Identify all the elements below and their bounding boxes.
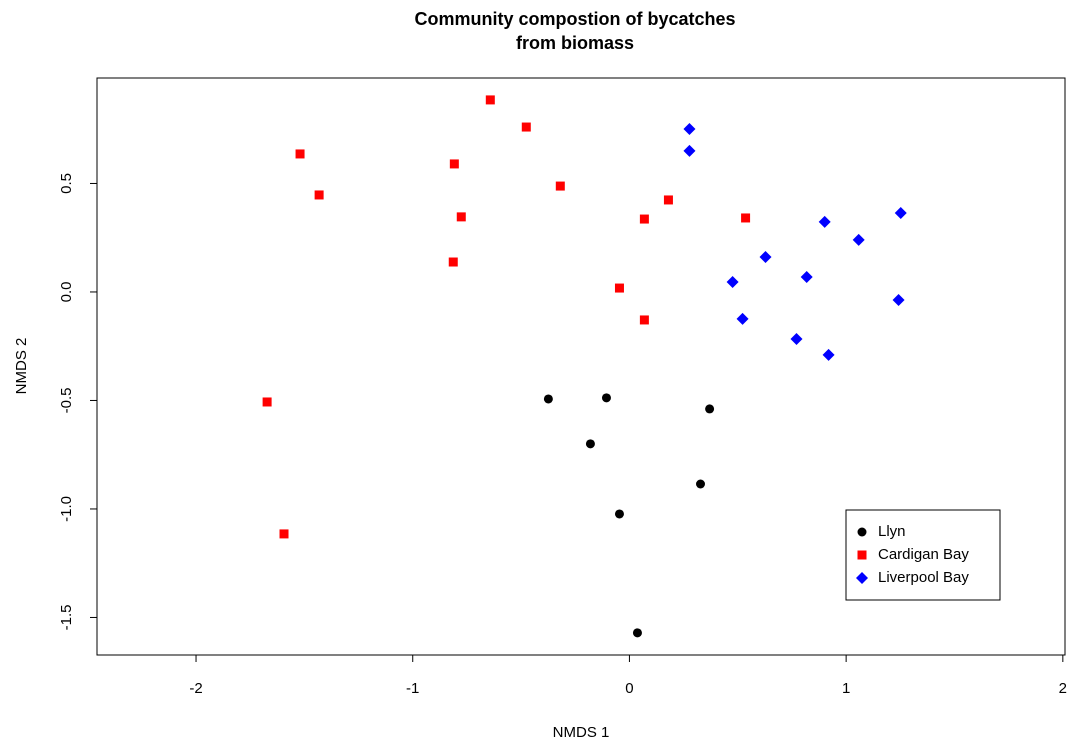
- point: [585, 439, 595, 449]
- legend-frame: [845, 509, 1001, 601]
- chart-title: from biomass: [516, 33, 634, 53]
- point: [448, 257, 458, 267]
- point: [543, 394, 553, 404]
- point: [663, 195, 673, 205]
- point: [632, 628, 642, 638]
- legend-symbol: [857, 527, 867, 537]
- legend-label: Llyn: [878, 523, 906, 540]
- point: [521, 122, 531, 132]
- point: [736, 312, 749, 325]
- y-tick-label: -1.5: [58, 605, 75, 631]
- legend-symbol: [857, 550, 867, 560]
- x-tick-label: 2: [1059, 680, 1067, 697]
- point: [741, 213, 751, 223]
- point: [759, 251, 772, 264]
- point: [800, 270, 813, 283]
- legend-label: Cardigan Bay: [878, 546, 969, 563]
- point: [726, 275, 739, 288]
- point: [262, 397, 272, 407]
- y-axis-label: NMDS 2: [13, 338, 30, 395]
- point: [818, 215, 831, 228]
- legend-label: Liverpool Bay: [878, 569, 969, 586]
- point: [705, 404, 715, 414]
- y-tick-label: 0.5: [58, 173, 75, 194]
- legend-symbol: [856, 572, 868, 584]
- point: [614, 283, 624, 293]
- y-tick-label: -0.5: [58, 388, 75, 414]
- point: [822, 348, 835, 361]
- x-tick-label: 0: [625, 680, 633, 697]
- point: [601, 393, 611, 403]
- point: [449, 159, 459, 169]
- point: [485, 95, 495, 105]
- x-tick-label: -2: [189, 680, 202, 697]
- point: [279, 529, 289, 539]
- point: [790, 333, 803, 346]
- point: [639, 214, 649, 224]
- x-tick-label: 1: [842, 680, 850, 697]
- point: [683, 122, 696, 135]
- point: [852, 233, 865, 246]
- point: [456, 212, 466, 222]
- chart-title: Community compostion of bycatches: [414, 9, 735, 29]
- point: [696, 479, 706, 489]
- point: [295, 149, 305, 159]
- y-tick-label: 0.0: [58, 282, 75, 303]
- x-tick-label: -1: [406, 680, 419, 697]
- plot-frame: [96, 77, 1066, 656]
- point: [314, 190, 324, 200]
- point: [683, 144, 696, 157]
- point: [892, 293, 905, 306]
- point: [894, 206, 907, 219]
- y-tick-label: -1.0: [58, 496, 75, 522]
- point: [614, 509, 624, 519]
- point: [555, 181, 565, 191]
- point: [639, 315, 649, 325]
- x-axis-label: NMDS 1: [553, 724, 610, 741]
